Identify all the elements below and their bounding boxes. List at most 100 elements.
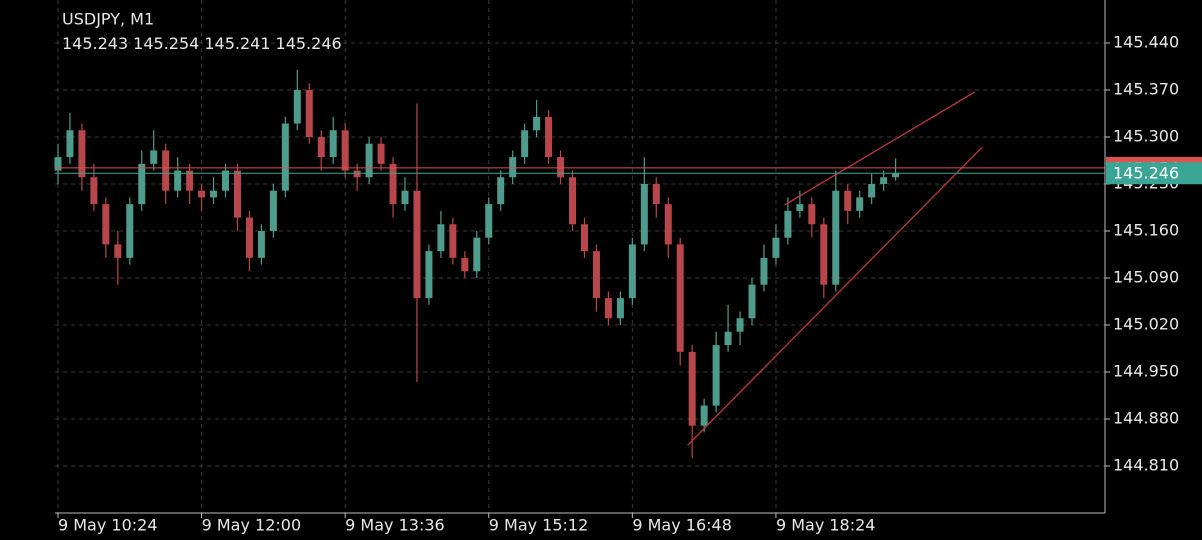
candle-body [892,173,900,178]
chart-title: USDJPY, M1 [62,10,154,29]
candle-body [796,204,804,211]
candle-body [868,183,876,198]
header-ohlc-value: 145.254 [133,34,199,53]
candle-body [222,170,230,191]
candle-body [461,257,469,272]
candle-body [712,345,720,406]
y-tick-label: 144.810 [1113,455,1179,474]
y-tick-label: 145.300 [1113,126,1179,145]
candle-body [186,170,194,191]
candle-body [102,204,110,245]
candle-body [664,204,672,245]
candle-body [174,170,182,191]
candle-body [413,190,421,299]
candle-body [245,217,253,258]
candle-body [844,190,852,211]
candle-body [281,123,289,191]
candle-body [724,331,732,346]
candle-body [700,405,708,426]
candle-body [257,230,265,258]
candle-body [317,136,325,158]
candle-body [676,244,684,352]
candle-body [580,224,588,252]
candle-body [533,116,541,131]
candle-body [449,224,457,258]
candle-body [162,150,170,191]
x-tick-label: 9 May 15:12 [489,516,589,535]
candle-body [616,298,624,319]
candle-body [126,204,134,258]
candle-body [305,89,313,137]
x-tick-label: 9 May 18:24 [776,516,876,535]
candle-body [748,284,756,319]
candle-body [138,163,146,205]
candle-body [688,351,696,426]
candle-body [389,163,397,205]
candle-body [341,130,349,171]
candle-body [210,190,218,198]
candle-body [425,251,433,299]
x-tick-label: 9 May 12:00 [202,516,302,535]
y-tick-label: 145.160 [1113,220,1179,239]
candle-body [856,197,864,211]
candle-body [808,204,816,225]
candle-body [545,116,553,158]
candle-body [604,298,612,319]
candle-body [365,143,373,178]
candle-body [437,224,445,252]
candle-body [90,177,98,205]
candle-body [329,130,337,158]
y-tick-label: 144.950 [1113,361,1179,380]
x-tick-label: 9 May 13:36 [345,516,445,535]
candle-body [54,157,62,171]
trend-line [687,146,983,446]
candle-body [269,190,277,231]
candle-body [652,183,660,205]
candle-body [401,190,409,205]
candle-body [521,130,529,158]
candle-body [353,170,361,178]
candle-body [640,183,648,245]
header-ohlc-value: 145.246 [276,34,342,53]
axes: 145.440145.370145.300145.230145.160145.0… [57,32,1202,535]
candle-body [832,190,840,285]
candle-body [760,257,768,285]
y-tick-label: 144.880 [1113,408,1179,427]
y-tick-label: 145.020 [1113,314,1179,333]
trend-line [784,91,976,206]
candle-body [557,157,565,178]
candle-body [485,204,493,238]
candle-body [473,237,481,272]
candle-body [233,170,241,218]
candle-body [377,143,385,164]
price-label: 145.246 [1113,164,1179,183]
candle-body [114,244,122,258]
y-tick-label: 145.440 [1113,32,1179,51]
candle-body [66,130,74,158]
candle-body [784,210,792,238]
header-ohlc: 145.243 145.254 145.241 145.246 [62,34,342,53]
candle-body [293,89,301,124]
y-tick-label: 145.370 [1113,79,1179,98]
candle-body [569,177,577,225]
x-tick-label: 9 May 16:48 [632,516,732,535]
price-label-box [1106,162,1202,185]
x-tick-label: 9 May 10:24 [58,516,158,535]
candle-body [772,237,780,258]
header-ohlc-value: 145.243 [62,34,128,53]
plot [54,69,1105,458]
grid [55,0,1105,513]
candle-body [628,244,636,299]
header-ohlc-values: 145.243 145.254 145.241 145.246 [62,34,342,53]
candle-body [820,224,828,285]
header-ohlc-value: 145.241 [204,34,270,53]
candle-body [592,251,600,299]
candle-body [736,318,744,332]
candle-body [880,177,888,184]
candle-body [150,150,158,164]
y-tick-label: 145.090 [1113,267,1179,286]
candle-body [509,157,517,178]
